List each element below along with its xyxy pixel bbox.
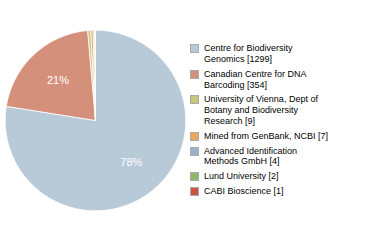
html-text:Lund University [2]: Lund University [2] xyxy=(204,171,279,182)
html-text:Mined from GenBank, NCBI [7]: Mined from GenBank, NCBI [7] xyxy=(204,130,329,141)
svg-text:21%: 21% xyxy=(47,74,69,86)
html-text:Centre for Biodiversity Genomi: Centre for Biodiversity Genomics [1299] xyxy=(204,43,293,64)
html-text:Advanced Identification Method: Advanced Identification Methods GmbH [4] xyxy=(204,145,298,167)
html-text:Canadian Centre for DNA Barcod: Canadian Centre for DNA Barcoding [354] xyxy=(204,68,307,90)
html-text:University of Vienna, Dept of: University of Vienna, Dept of Botany and… xyxy=(204,94,318,126)
html-text:CABI Bioscience [1]: CABI Bioscience [1] xyxy=(204,186,284,196)
svg-text:78%: 78% xyxy=(120,156,142,168)
